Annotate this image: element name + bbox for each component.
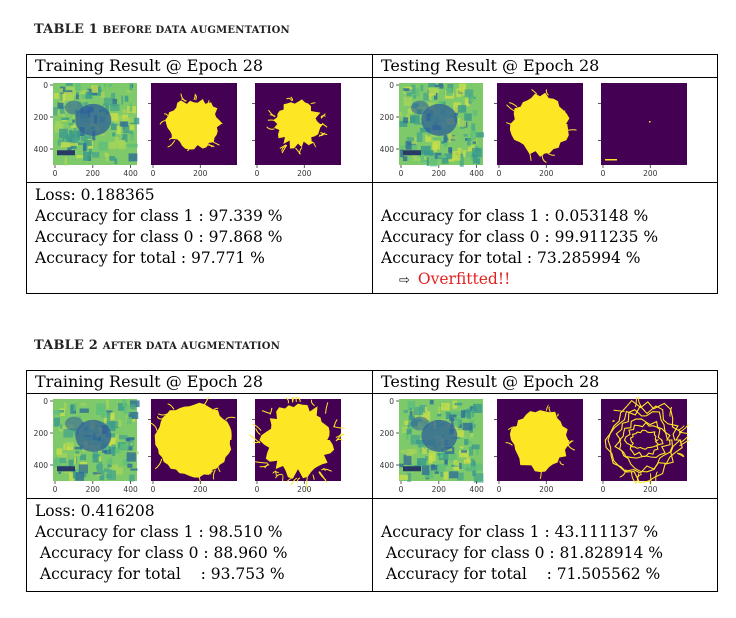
- x-tick-label: 200: [643, 485, 658, 494]
- table-2-testing-images: 0 200 400 0 200 400 0 200 0 200: [372, 394, 717, 499]
- t1-train-input-image: 0 200 400 0 200 400: [31, 81, 141, 179]
- x-tick-label: 200: [643, 169, 658, 178]
- training-accuracy-class-1: Accuracy for class 1 : 98.510 %: [35, 523, 283, 541]
- training-accuracy-total: Accuracy for total : 97.771 %: [35, 249, 265, 267]
- table-2-training-header: Training Result @ Epoch 28: [27, 371, 372, 394]
- t2-test-ground-truth-mask: 0 200: [491, 397, 591, 495]
- x-tick-label: 0: [151, 169, 156, 178]
- y-tick-label: 400: [380, 461, 395, 470]
- x-tick-label: 0: [399, 169, 404, 178]
- y-tick-label: 0: [43, 81, 48, 90]
- x-tick-label: 400: [469, 485, 484, 494]
- y-tick-label: 0: [389, 397, 394, 406]
- x-tick-label: 400: [469, 169, 484, 178]
- testing-accuracy-class-0: Accuracy for class 0 : 99.911235 %: [381, 228, 659, 246]
- x-tick-label: 400: [123, 485, 138, 494]
- x-tick-label: 200: [539, 169, 554, 178]
- table-2-title: AFTER DATA AUGMENTATION: [102, 341, 281, 352]
- testing-accuracy-class-0: Accuracy for class 0 : 81.828914 %: [381, 544, 664, 562]
- y-tick-label: 0: [43, 397, 48, 406]
- y-tick-label: 200: [380, 113, 395, 122]
- x-tick-label: 0: [497, 485, 502, 494]
- y-tick-label: 200: [380, 429, 395, 438]
- t2-test-predicted-mask: 0 200: [595, 397, 695, 495]
- x-tick-label: 0: [601, 485, 606, 494]
- t1-test-input-image: 0 200 400 0 200 400: [377, 81, 487, 179]
- table-1-number: TABLE 1: [34, 22, 99, 37]
- testing-accuracy-class-1: Accuracy for class 1 : 0.053148 %: [381, 207, 649, 225]
- y-tick-label: 400: [34, 145, 49, 154]
- x-tick-label: 200: [86, 169, 101, 178]
- table-1-training-images: 0 200 400 0 200 400 0 200 0 200: [27, 78, 372, 183]
- x-tick-label: 400: [123, 169, 138, 178]
- table-2-number: TABLE 2: [34, 338, 99, 353]
- t1-train-predicted-mask: 0 200: [249, 81, 349, 179]
- x-tick-label: 0: [399, 485, 404, 494]
- testing-accuracy-total: Accuracy for total : 71.505562 %: [381, 565, 661, 583]
- training-accuracy-class-0: Accuracy for class 0 : 88.960 %: [35, 544, 288, 562]
- x-tick-label: 0: [255, 169, 260, 178]
- x-tick-label: 200: [432, 169, 447, 178]
- table-1-title: BEFORE DATA AUGMENTATION: [102, 25, 290, 36]
- y-tick-label: 400: [34, 461, 49, 470]
- x-tick-label: 200: [86, 485, 101, 494]
- table-1-caption: TABLE 1 BEFORE DATA AUGMENTATION: [34, 22, 290, 37]
- table-1-testing-stats: Accuracy for class 1 : 0.053148 % Accura…: [372, 183, 717, 293]
- training-loss: Loss: 0.416208: [35, 502, 155, 520]
- testing-accuracy-total: Accuracy for total : 73.285994 %: [381, 249, 641, 267]
- overfit-note-line: ⇨ Overfitted!!: [381, 269, 717, 291]
- y-tick-label: 200: [34, 113, 49, 122]
- table-2-testing-stats: Accuracy for class 1 : 43.111137 % Accur…: [372, 499, 717, 591]
- t1-train-ground-truth-mask: 0 200: [145, 81, 245, 179]
- t1-test-predicted-mask: 0 200: [595, 81, 695, 179]
- table-2-caption: TABLE 2 AFTER DATA AUGMENTATION: [34, 338, 280, 353]
- x-tick-label: 0: [53, 485, 58, 494]
- x-tick-label: 0: [151, 485, 156, 494]
- table-1: Training Result @ Epoch 28 Testing Resul…: [26, 54, 718, 294]
- table-1-testing-images: 0 200 400 0 200 400 0 200 0 200: [372, 78, 717, 183]
- table-1-testing-header: Testing Result @ Epoch 28: [372, 55, 717, 78]
- y-tick-label: 400: [380, 145, 395, 154]
- table-2-testing-header: Testing Result @ Epoch 28: [372, 371, 717, 394]
- overfit-note: Overfitted!!: [417, 270, 511, 288]
- testing-accuracy-class-1: Accuracy for class 1 : 43.111137 %: [381, 523, 659, 541]
- table-2-training-images: 0 200 400 0 200 400 0 200 0 200: [27, 394, 372, 499]
- x-tick-label: 200: [297, 169, 312, 178]
- x-tick-label: 200: [539, 485, 554, 494]
- table-1-training-header: Training Result @ Epoch 28: [27, 55, 372, 78]
- t2-train-input-image: 0 200 400 0 200 400: [31, 397, 141, 495]
- x-tick-label: 0: [601, 169, 606, 178]
- table-2: Training Result @ Epoch 28 Testing Resul…: [26, 370, 718, 592]
- x-tick-label: 200: [193, 485, 208, 494]
- t2-train-ground-truth-mask: 0 200: [145, 397, 245, 495]
- training-accuracy-class-1: Accuracy for class 1 : 97.339 %: [35, 207, 283, 225]
- training-loss: Loss: 0.188365: [35, 186, 155, 204]
- x-tick-label: 0: [53, 169, 58, 178]
- t1-test-ground-truth-mask: 0 200: [491, 81, 591, 179]
- x-tick-label: 0: [255, 485, 260, 494]
- y-tick-label: 200: [34, 429, 49, 438]
- x-tick-label: 200: [432, 485, 447, 494]
- training-accuracy-class-0: Accuracy for class 0 : 97.868 %: [35, 228, 283, 246]
- x-tick-label: 200: [193, 169, 208, 178]
- x-tick-label: 0: [497, 169, 502, 178]
- t2-train-predicted-mask: 0 200: [249, 397, 349, 495]
- table-1-training-stats: Loss: 0.188365 Accuracy for class 1 : 97…: [27, 183, 372, 293]
- x-tick-label: 200: [297, 485, 312, 494]
- table-2-training-stats: Loss: 0.416208 Accuracy for class 1 : 98…: [27, 499, 372, 591]
- y-tick-label: 0: [389, 81, 394, 90]
- arrow-right-icon: ⇨: [399, 273, 410, 288]
- t2-test-input-image: 0 200 400 0 200 400: [377, 397, 487, 495]
- training-accuracy-total: Accuracy for total : 93.753 %: [35, 565, 285, 583]
